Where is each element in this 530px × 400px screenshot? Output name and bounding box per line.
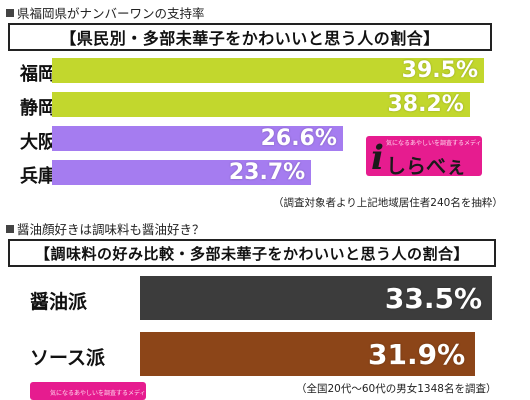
value-label: 26.6% [260,125,337,151]
chart1-prefecture: 福岡 39.5% 静岡 38.2% 大阪 26.6% 兵庫 23.7% [0,56,530,187]
chart1-title: 【県民別・多部未華子をかわいいと思う人の割合】 [8,23,492,51]
shirabee-logo: 気になるあやしいを調査するメディア i しらべぇ [366,136,482,176]
category-label: 大阪 [20,131,56,153]
logo-bottom-tagline: 気になるあやしいを調査するメディア [50,390,146,397]
logo-wordmark: しらべぇ [386,154,466,176]
bar [52,92,470,117]
shirabee-logo-bottom: 気になるあやしいを調査するメディア [30,382,146,400]
section2-caption: 醤油顔好きは調味料も醤油好き？ [6,219,205,238]
square-bullet-icon [6,225,14,233]
chart2-condiment: 醤油派 33.5% ソース派 31.9% [0,276,530,378]
category-label: ソース派 [30,346,106,369]
section1-caption: 県福岡県がナンバーワンの支持率 [6,3,205,22]
square-bullet-icon [6,9,14,17]
value-label: 23.7% [228,159,306,185]
value-label: 38.2% [387,91,464,117]
chart2-note: （全国20代～60代の男女1348名を調査） [296,383,497,395]
logo-tagline: 気になるあやしいを調査するメディア [386,140,482,147]
category-label: 静岡 [20,97,56,119]
chart2-title: 【調味料の好み比較・多部未華子をかわいいと思う人の割合】 [8,239,496,267]
bar [52,126,343,151]
bar [52,58,484,83]
category-label: 兵庫 [20,165,56,187]
section2-caption-text: 醤油顔好きは調味料も醤油好き？ [17,222,205,237]
value-label: 31.9% [368,338,466,371]
value-label: 33.5% [384,282,482,315]
section1-caption-text: 県福岡県がナンバーワンの支持率 [17,6,205,21]
logo-i-icon: i [371,138,384,176]
bar [52,160,312,185]
category-label: 福岡 [20,63,56,85]
bar [140,332,476,376]
value-label: 39.5% [401,57,478,83]
chart1-note: （調査対象者より上記地域居住者240名を抽粋） [273,197,503,209]
category-label: 醤油派 [30,290,88,313]
bar [140,276,492,320]
